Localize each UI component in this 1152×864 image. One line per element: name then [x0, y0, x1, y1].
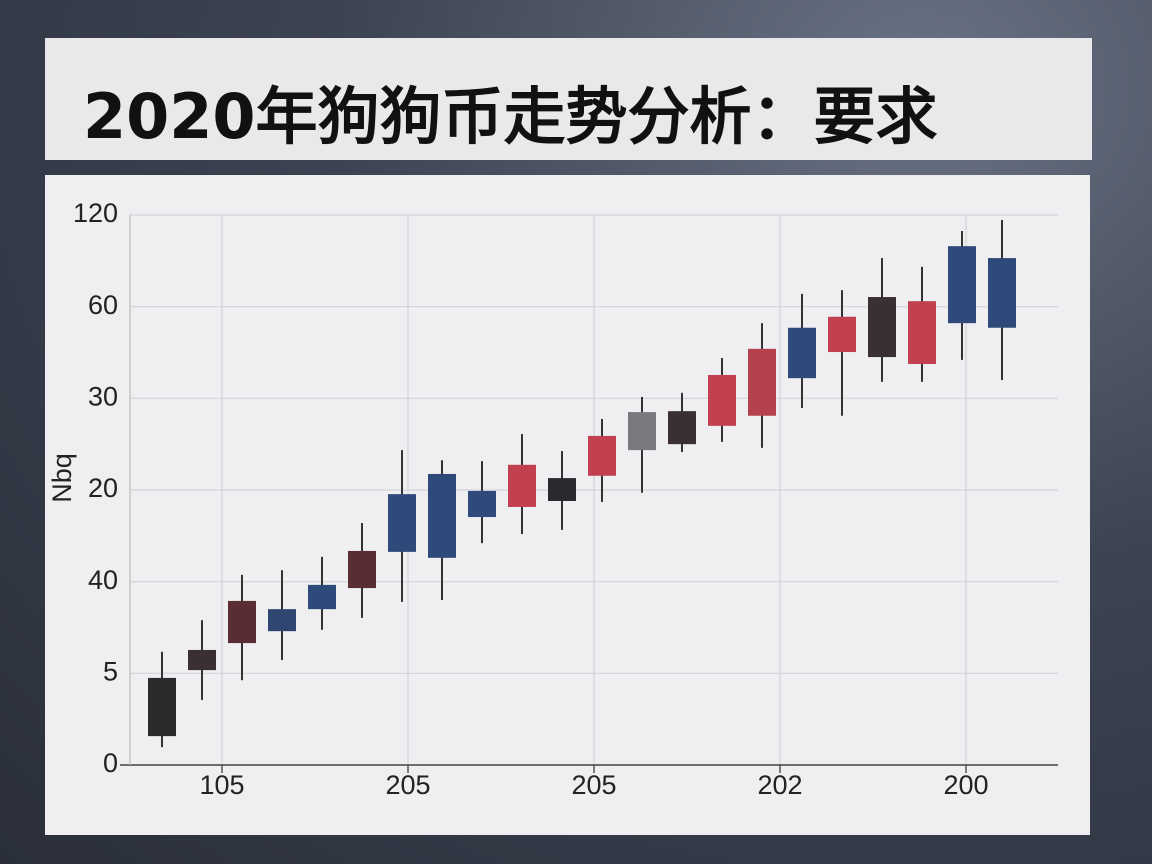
x-tick-label: 205 [571, 770, 616, 800]
candle-body [748, 348, 776, 416]
chart-title: 2020年狗狗币走势分析：要求 [83, 80, 938, 153]
y-axis-label: Nbq [47, 453, 77, 503]
candle-body [428, 473, 456, 558]
y-tick-label: 5 [103, 656, 118, 686]
candle-body [548, 478, 576, 501]
y-tick-label: 30 [88, 381, 118, 411]
candle-body [708, 374, 736, 426]
title-panel: 2020年狗狗币走势分析：要求 [45, 38, 1092, 160]
y-tick-label: 20 [88, 473, 118, 503]
candle-body [948, 246, 976, 324]
candle-body [148, 677, 176, 737]
candle-body [268, 609, 296, 632]
x-tick-label: 205 [385, 770, 430, 800]
candle-body [668, 411, 696, 445]
candle-body [988, 258, 1016, 328]
candle-body [828, 316, 856, 353]
candle-body [788, 327, 816, 379]
candle-body [508, 464, 536, 507]
candle-body [308, 584, 336, 610]
y-tick-label: 40 [88, 565, 118, 595]
candle-body [348, 550, 376, 589]
chart-panel [45, 175, 1090, 835]
y-tick-label: 0 [103, 748, 118, 778]
x-tick-label: 202 [757, 770, 802, 800]
candle-body [388, 494, 416, 552]
candle-body [908, 301, 936, 364]
x-tick-label: 105 [199, 770, 244, 800]
y-tick-label: 60 [88, 290, 118, 320]
candle-body [228, 600, 256, 644]
candle-body [628, 412, 656, 451]
candle-body [588, 435, 616, 476]
candle-body [868, 297, 896, 358]
x-tick-label: 200 [943, 770, 988, 800]
y-tick-label: 120 [73, 198, 118, 228]
candle-body [468, 490, 496, 518]
candle-body [188, 649, 216, 671]
